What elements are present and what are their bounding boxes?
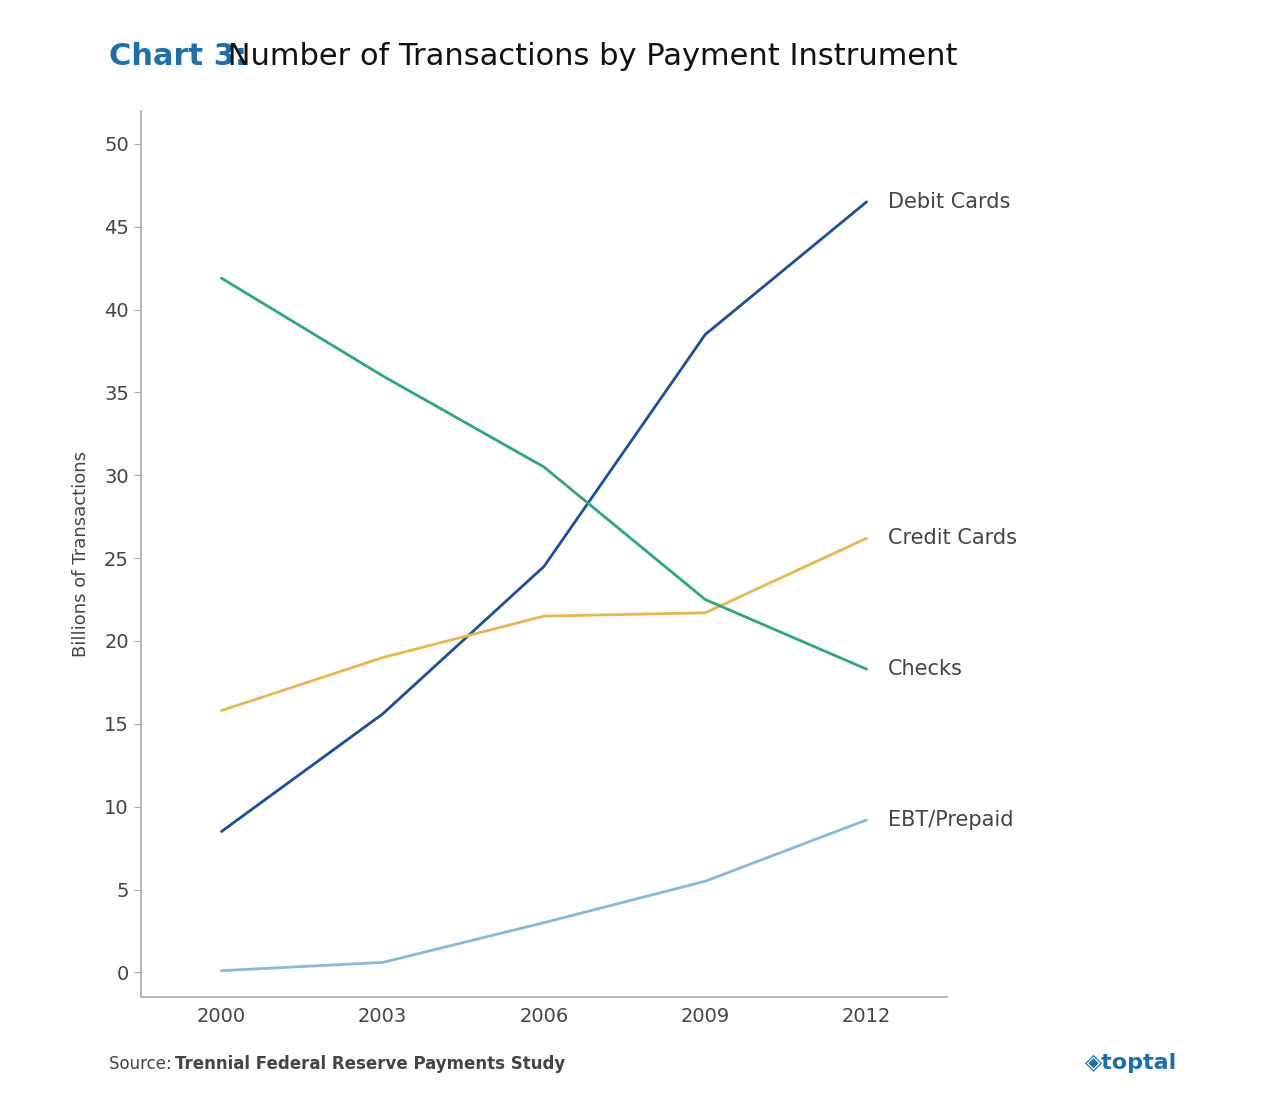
Text: Source:: Source: [109, 1055, 177, 1073]
Text: Credit Cards: Credit Cards [888, 529, 1018, 548]
Text: Debit Cards: Debit Cards [888, 192, 1010, 212]
Text: ◈toptal: ◈toptal [1085, 1053, 1178, 1073]
Text: Checks: Checks [888, 659, 963, 679]
Text: Trennial Federal Reserve Payments Study: Trennial Federal Reserve Payments Study [175, 1055, 566, 1073]
Text: Number of Transactions by Payment Instrument: Number of Transactions by Payment Instru… [218, 42, 957, 71]
Text: Chart 3:: Chart 3: [109, 42, 247, 71]
Text: EBT/Prepaid: EBT/Prepaid [888, 810, 1014, 830]
Y-axis label: Billions of Transactions: Billions of Transactions [72, 451, 90, 657]
